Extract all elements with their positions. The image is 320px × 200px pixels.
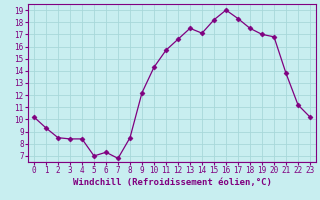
X-axis label: Windchill (Refroidissement éolien,°C): Windchill (Refroidissement éolien,°C) — [73, 178, 271, 187]
